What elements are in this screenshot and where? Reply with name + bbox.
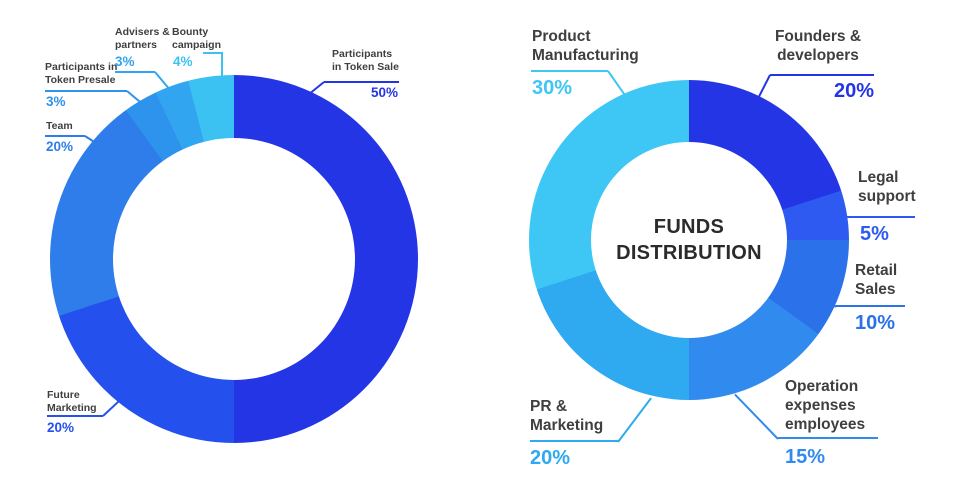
pct-retail-sales: 10% bbox=[855, 312, 896, 334]
leader-line-bounty-campaign bbox=[203, 52, 223, 54]
pct-advisers-partners: 3% bbox=[115, 54, 135, 69]
leader-line-operation-expenses bbox=[778, 437, 878, 439]
leader-line-future-marketing bbox=[47, 415, 103, 417]
label-bounty-campaign: Bounty campaign bbox=[172, 26, 222, 51]
pct-product-manufacturing: 30% bbox=[532, 77, 573, 99]
leader-diagonal-founders-developers bbox=[755, 74, 771, 102]
leader-diagonal-advisers-partners bbox=[154, 71, 170, 90]
pct-team: 20% bbox=[46, 139, 74, 154]
label-product-manufacturing: Product Manufacturing bbox=[532, 28, 639, 64]
label-pr-marketing: PR & Marketing bbox=[530, 398, 604, 434]
token-donut-hole bbox=[113, 138, 355, 380]
label-retail-sales: Retail Sales bbox=[855, 262, 898, 298]
label-team: Team bbox=[46, 120, 73, 132]
leader-line-team bbox=[45, 135, 85, 137]
pct-bounty-campaign: 4% bbox=[173, 54, 193, 69]
pct-token-presale: 3% bbox=[46, 94, 66, 109]
leader-diagonal-pr-marketing bbox=[617, 397, 652, 443]
funds-donut-hole: FUNDS DISTRIBUTION bbox=[591, 142, 787, 338]
leader-line-legal-support bbox=[845, 216, 915, 218]
label-token-presale: Participants in Token Presale bbox=[45, 61, 118, 86]
pct-legal-support: 5% bbox=[860, 223, 889, 245]
pct-future-marketing: 20% bbox=[47, 420, 75, 435]
leader-vertical-bounty-campaign bbox=[221, 52, 223, 79]
leader-line-advisers-partners bbox=[115, 71, 155, 73]
pct-participants-token-sale: 50% bbox=[370, 85, 398, 100]
label-future-marketing: Future Marketing bbox=[47, 389, 97, 414]
leader-line-participants-token-sale bbox=[324, 81, 399, 83]
label-participants-token-sale: Participants in Token Sale bbox=[332, 48, 399, 73]
label-founders-developers: Founders & developers bbox=[774, 28, 862, 64]
leader-diagonal-product-manufacturing bbox=[607, 70, 628, 98]
leader-line-pr-marketing bbox=[530, 440, 618, 442]
leader-line-product-manufacturing bbox=[531, 70, 608, 72]
pct-operation-expenses: 15% bbox=[785, 446, 826, 468]
pct-founders-developers: 20% bbox=[833, 80, 874, 102]
label-operation-expenses: Operation expenses employees bbox=[785, 378, 866, 433]
leader-line-retail-sales bbox=[836, 305, 905, 307]
leader-line-token-presale bbox=[45, 90, 127, 92]
leader-diagonal-operation-expenses bbox=[734, 393, 779, 440]
leader-line-founders-developers bbox=[770, 74, 874, 76]
leader-diagonal-future-marketing bbox=[102, 398, 122, 417]
token-distribution-chart: Participants in Token Sale 50% Future Ma… bbox=[45, 26, 418, 443]
label-advisers-partners: Advisers & partners bbox=[115, 26, 170, 51]
leader-diagonal-token-presale bbox=[126, 90, 143, 105]
funds-distribution-chart: FUNDS DISTRIBUTION Founders & developers… bbox=[488, 0, 976, 494]
pct-pr-marketing: 20% bbox=[530, 447, 571, 469]
label-legal-support: Legal support bbox=[858, 169, 916, 205]
funds-distribution-title: FUNDS DISTRIBUTION bbox=[616, 216, 762, 264]
